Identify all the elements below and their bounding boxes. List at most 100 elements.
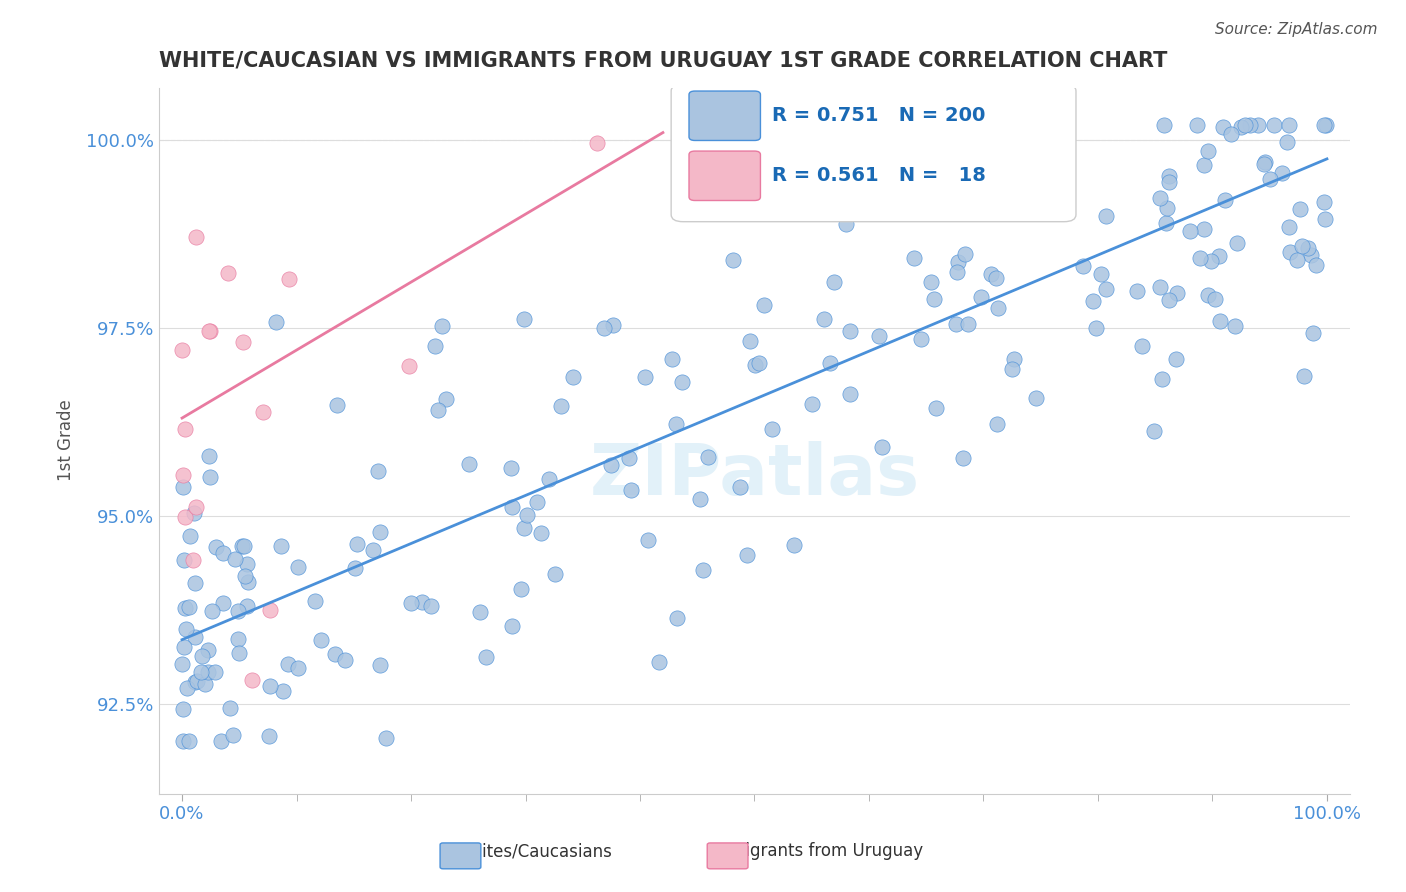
Point (228, 604, 250, 618)
Point (1275, 136, 1298, 150)
Point (946, 255, 969, 269)
Point (761, 421, 783, 435)
Point (1071, 259, 1094, 273)
Point (179, 528, 201, 542)
Point (693, 111, 716, 125)
Point (1258, 171, 1281, 186)
Point (333, 653, 356, 667)
Point (637, 533, 659, 547)
Point (259, 603, 281, 617)
Point (238, 574, 260, 589)
Point (620, 483, 643, 498)
Point (224, 551, 246, 566)
Point (1153, 118, 1175, 132)
Point (304, 594, 326, 608)
Point (235, 599, 257, 613)
Point (1313, 118, 1336, 132)
Point (544, 566, 567, 581)
Point (204, 665, 226, 679)
Point (661, 352, 683, 367)
Point (266, 316, 288, 330)
Point (184, 576, 207, 591)
Point (222, 728, 245, 742)
Point (1213, 193, 1236, 207)
Point (783, 538, 806, 552)
Point (665, 611, 688, 625)
Point (665, 417, 688, 432)
Text: Whites/Caucasians: Whites/Caucasians (456, 842, 613, 860)
Point (748, 356, 770, 370)
Point (1095, 282, 1118, 296)
Point (401, 596, 423, 610)
Text: WHITE/CAUCASIAN VS IMMIGRANTS FROM URUGUAY 1ST GRADE CORRELATION CHART: WHITE/CAUCASIAN VS IMMIGRANTS FROM URUGU… (159, 51, 1167, 70)
Point (1289, 202, 1312, 216)
Point (181, 553, 204, 567)
Point (1212, 120, 1234, 134)
Point (818, 356, 841, 370)
Point (177, 600, 200, 615)
Point (561, 370, 583, 384)
FancyBboxPatch shape (671, 84, 1076, 222)
Point (209, 734, 232, 748)
Point (174, 422, 197, 436)
Point (231, 335, 253, 350)
Point (980, 267, 1002, 281)
Point (671, 375, 693, 389)
Point (430, 318, 453, 333)
Point (834, 217, 856, 231)
Point (970, 290, 993, 304)
Point (197, 665, 219, 679)
Point (184, 500, 207, 514)
Point (1197, 145, 1219, 159)
Point (696, 450, 718, 464)
Point (191, 648, 214, 663)
Point (1157, 175, 1180, 189)
Point (735, 548, 758, 562)
Point (172, 468, 194, 483)
Text: ZIPatlas: ZIPatlas (589, 442, 920, 510)
Point (952, 451, 974, 466)
Point (1285, 252, 1308, 267)
Point (689, 492, 711, 507)
Point (259, 679, 281, 693)
Point (740, 334, 762, 348)
Point (730, 480, 752, 494)
Point (361, 542, 384, 557)
Point (174, 622, 197, 636)
Point (910, 333, 932, 347)
Point (1223, 318, 1246, 333)
Point (201, 604, 224, 618)
Point (752, 298, 775, 312)
Point (186, 674, 208, 689)
Point (287, 560, 309, 574)
Point (277, 657, 299, 671)
Point (173, 640, 195, 654)
Point (987, 301, 1010, 316)
Point (233, 569, 256, 583)
Text: Immigrants from Uruguay: Immigrants from Uruguay (707, 842, 924, 860)
Point (526, 495, 548, 509)
Point (1090, 267, 1112, 281)
Point (190, 665, 212, 679)
Point (1208, 249, 1230, 263)
Point (953, 246, 976, 260)
Point (1143, 424, 1166, 438)
Point (1126, 284, 1149, 298)
Point (935, 142, 957, 156)
Point (226, 632, 249, 646)
Point (922, 292, 945, 306)
Point (186, 230, 208, 244)
Point (1025, 391, 1047, 405)
Text: Source: ZipAtlas.com: Source: ZipAtlas.com (1215, 22, 1378, 37)
Point (1313, 211, 1336, 226)
Point (602, 318, 624, 333)
Point (920, 275, 942, 289)
Point (984, 270, 1007, 285)
Point (945, 318, 967, 332)
Y-axis label: 1st Grade: 1st Grade (58, 400, 75, 482)
Point (368, 525, 391, 540)
Point (398, 359, 420, 374)
Point (1081, 293, 1104, 308)
Point (1277, 118, 1299, 132)
Point (236, 557, 259, 571)
